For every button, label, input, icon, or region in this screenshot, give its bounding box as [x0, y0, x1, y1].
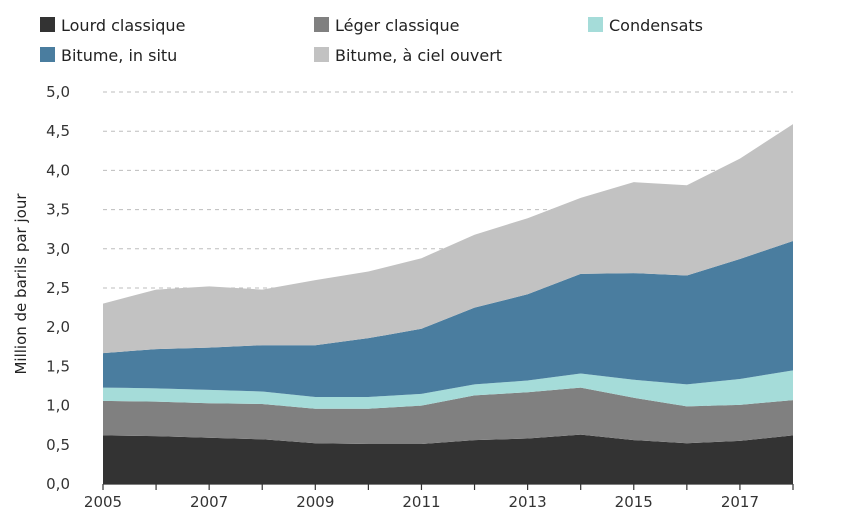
legend-label: Bitume, à ciel ouvert [335, 46, 502, 65]
legend-swatch [40, 17, 55, 32]
x-tick-label: 2005 [84, 493, 122, 511]
y-tick-label: 0,5 [46, 436, 70, 454]
legend-swatch [314, 47, 329, 62]
area-bitume-in-situ [103, 240, 793, 397]
y-tick-label: 2,0 [46, 318, 70, 336]
legend-label: Léger classique [335, 16, 459, 35]
y-tick-label: 0,0 [46, 475, 70, 493]
legend-item-lourd-classique: Lourd classique [40, 16, 185, 35]
area-leger-classique [103, 387, 793, 445]
x-tick-label: 2007 [190, 493, 228, 511]
axes [102, 483, 794, 490]
y-tick-label: 1,5 [46, 357, 70, 375]
y-tick-label: 2,5 [46, 279, 70, 297]
y-tick-labels: 0,0 0,5 1,0 1,5 2,0 2,5 3,0 3,5 4,0 4,5 5,0 [46, 83, 70, 493]
area-lourd-classique [103, 434, 793, 484]
legend-item-bitume-a-ciel-ouvert: Bitume, à ciel ouvert [314, 46, 502, 65]
y-tick-label: 3,5 [46, 201, 70, 219]
legend-label: Lourd classique [61, 16, 185, 35]
legend-item-bitume-in-situ: Bitume, in situ [40, 46, 177, 65]
legend-swatch [40, 47, 55, 62]
x-tick-label: 2013 [509, 493, 547, 511]
x-tick-label: 2011 [402, 493, 440, 511]
legend-label: Condensats [609, 16, 703, 35]
legend-item-condensats: Condensats [588, 16, 703, 35]
y-tick-label: 5,0 [46, 83, 70, 101]
y-tick-label: 1,0 [46, 397, 70, 415]
x-tick-label: 2015 [615, 493, 653, 511]
area-condensats [103, 370, 793, 409]
x-tick-label: 2009 [296, 493, 334, 511]
legend-swatch [588, 17, 603, 32]
stacked-areas [103, 124, 793, 484]
area-bitume-a-ciel-ouvert [103, 124, 793, 354]
x-tick-labels: 2005 2007 2009 2011 2013 2015 2017 [84, 493, 759, 511]
legend-label: Bitume, in situ [61, 46, 177, 65]
y-tick-label: 3,0 [46, 240, 70, 258]
y-tick-label: 4,0 [46, 161, 70, 179]
legend: Lourd classique Léger classique Condensats… [40, 16, 703, 65]
legend-swatch [314, 17, 329, 32]
legend-item-leger-classique: Léger classique [314, 16, 459, 35]
y-tick-label: 4,5 [46, 122, 70, 140]
x-tick-label: 2017 [721, 493, 759, 511]
y-axis-label: Million de barils par jour [12, 193, 30, 375]
